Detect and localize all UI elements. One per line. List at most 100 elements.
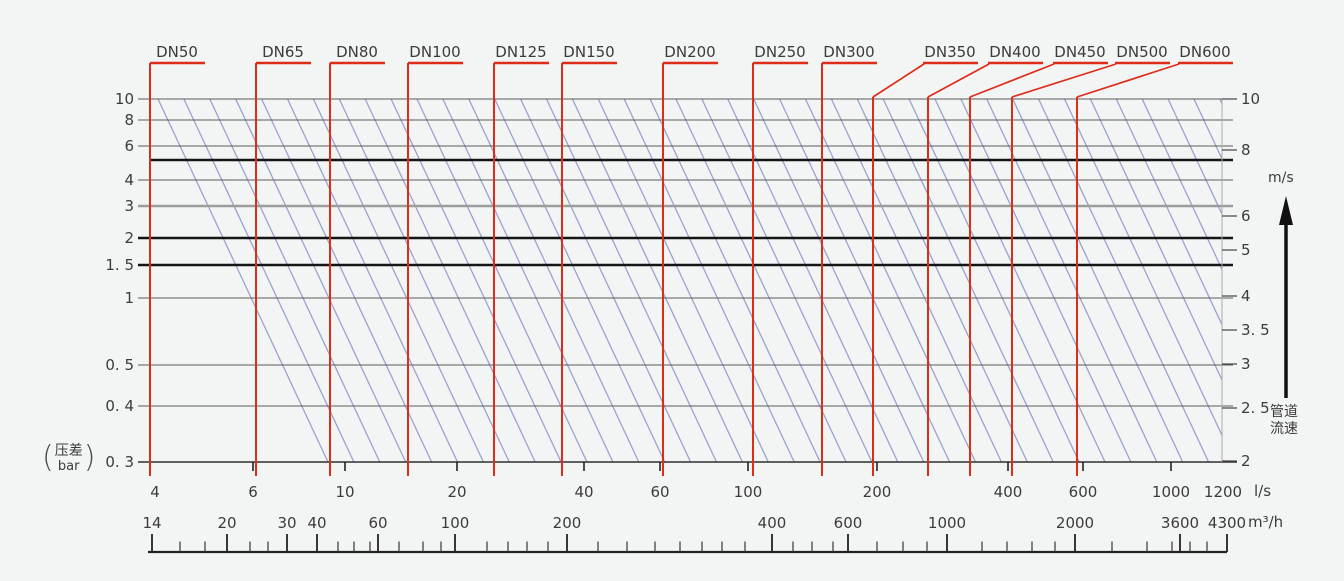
diagonal-line <box>261 99 433 462</box>
m3h-tick-label: 14 <box>142 514 161 532</box>
ls-tick-label: 4 <box>150 483 160 501</box>
diagonal-line <box>934 99 1106 462</box>
ls-tick-label: 200 <box>863 483 892 501</box>
diagonal-line <box>960 99 1132 462</box>
diagonal-line <box>157 99 329 462</box>
ls-tick-label: 1200 <box>1204 483 1242 501</box>
pressure-tick-label: 0. 5 <box>105 356 134 374</box>
velocity-unit-label: m/s <box>1268 170 1294 186</box>
dn-line-group-DN150: DN150 <box>561 43 617 476</box>
diagonal-line <box>235 99 407 462</box>
m3h-tick-label: 20 <box>217 514 236 532</box>
diagonal-line <box>597 99 769 462</box>
diagonal-line <box>856 99 1028 462</box>
dn-line-group-DN350: DN350 <box>872 43 978 476</box>
velocity-tick-label: 3 <box>1241 355 1251 373</box>
dn-line-group-DN450: DN450 <box>969 43 1108 476</box>
pressure-tick-label: 10 <box>115 90 134 108</box>
dn-leader-DN350 <box>872 63 925 98</box>
dn-label-DN500: DN500 <box>1116 43 1167 61</box>
dn-line-group-DN125: DN125 <box>493 43 549 476</box>
diagonal-line <box>364 99 536 462</box>
pressure-tick-label: 1. 5 <box>105 256 134 274</box>
pipe-velocity-line1: 管道 <box>1270 404 1298 420</box>
flow-m3h-unit-label: m³/h <box>1248 513 1284 531</box>
pressure-axis: 10 8 6 4 3 2 1. 5 1 0. 5 0. 4 0. 3 <box>105 90 1237 471</box>
diagonal-line <box>183 99 355 462</box>
pressure-paren-close: ) <box>83 440 96 475</box>
m3h-tick-label: 1000 <box>928 514 966 532</box>
diagonal-line <box>571 99 743 462</box>
diagonal-line <box>545 99 718 462</box>
pressure-title-top: 压差 <box>54 442 83 459</box>
flow-m3h-axis: 14 20 30 40 60 100 200 400 600 1000 2000 3600 4300 <box>142 514 1246 554</box>
pipe-velocity-label: 管道 流速 <box>1260 404 1308 438</box>
dn-line-group-DN65: DN65 <box>255 43 311 476</box>
velocity-tick-label: 2 <box>1241 452 1251 470</box>
diagonal-line <box>623 99 795 462</box>
velocity-direction-arrow <box>1279 196 1293 398</box>
velocity-tick-label: 10 <box>1241 90 1260 108</box>
diagonal-line <box>882 99 1054 462</box>
ls-tick-label: 40 <box>574 483 593 501</box>
diagonal-line <box>312 99 484 462</box>
diagonal-line <box>442 99 614 462</box>
dn-label-DN450: DN450 <box>1054 43 1105 61</box>
flow-ls-unit-label: l/s <box>1254 482 1272 500</box>
velocity-tick-label: 5 <box>1241 241 1251 259</box>
dn-leader-DN500 <box>1011 63 1117 98</box>
diagonal-line <box>701 99 873 462</box>
ls-tick-label: 6 <box>248 483 258 501</box>
dn-label-DN125: DN125 <box>495 43 546 61</box>
pressure-tick-label: 0. 4 <box>105 397 134 415</box>
dn-line-group-DN600: DN600 <box>1076 43 1233 476</box>
dn-label-DN200: DN200 <box>664 43 715 61</box>
ls-tick-label: 100 <box>734 483 763 501</box>
ls-tick-label: 1000 <box>1152 483 1190 501</box>
dn-line-group-DN300: DN300 <box>821 43 877 476</box>
dn-line-group-DN200: DN200 <box>662 43 718 476</box>
diagonal-line <box>753 99 925 462</box>
pressure-tick-label: 1 <box>124 289 134 307</box>
dn-label-DN300: DN300 <box>823 43 874 61</box>
m3h-tick-label: 400 <box>758 514 787 532</box>
velocity-tick-label: 6 <box>1241 207 1251 225</box>
dn-line-group-DN50: DN50 <box>149 43 205 476</box>
dn-label-DN400: DN400 <box>989 43 1040 61</box>
ls-tick-label: 600 <box>1069 483 1098 501</box>
dn-line-group-DN100: DN100 <box>407 43 463 476</box>
velocity-axis: 10 8 6 5 4 3. 5 3 2. 5 2 <box>1221 90 1270 470</box>
diagonal-line <box>830 99 1002 462</box>
dn-label-DN80: DN80 <box>336 43 378 61</box>
m3h-tick-label: 40 <box>307 514 326 532</box>
arrow-head-icon <box>1279 196 1293 225</box>
diagonal-line <box>494 99 666 462</box>
pressure-title-bottom: bar <box>57 458 80 474</box>
flow-ls-axis: 4 6 10 20 40 60 100 200 400 600 1000 1200 <box>150 462 1242 501</box>
dn-label-DN65: DN65 <box>262 43 304 61</box>
m3h-tick-label: 200 <box>553 514 582 532</box>
diagonal-line <box>779 99 951 462</box>
m3h-tick-label: 600 <box>834 514 863 532</box>
pressure-tick-label: 0. 3 <box>105 453 134 471</box>
diagonal-line <box>908 99 1080 462</box>
diagonal-line <box>338 99 510 462</box>
diagonal-line <box>1012 99 1184 462</box>
dn-label-DN600: DN600 <box>1179 43 1230 61</box>
diagonal-line <box>649 99 821 462</box>
diagonal-line <box>286 99 459 462</box>
pressure-axis-title: ( 压差 bar ) <box>42 441 95 475</box>
ls-tick-label: 60 <box>650 483 669 501</box>
pressure-tick-label: 4 <box>124 171 134 189</box>
dn-leader-DN600 <box>1076 63 1180 98</box>
dn-label-DN250: DN250 <box>754 43 805 61</box>
ls-tick-label: 10 <box>335 483 354 501</box>
velocity-tick-label: 8 <box>1241 141 1251 159</box>
pressure-tick-label: 3 <box>124 197 134 215</box>
diagonal-line <box>209 99 381 462</box>
dn-line-group-DN400: DN400 <box>927 43 1043 476</box>
m3h-tick-label: 60 <box>368 514 387 532</box>
diagonal-line <box>390 99 562 462</box>
